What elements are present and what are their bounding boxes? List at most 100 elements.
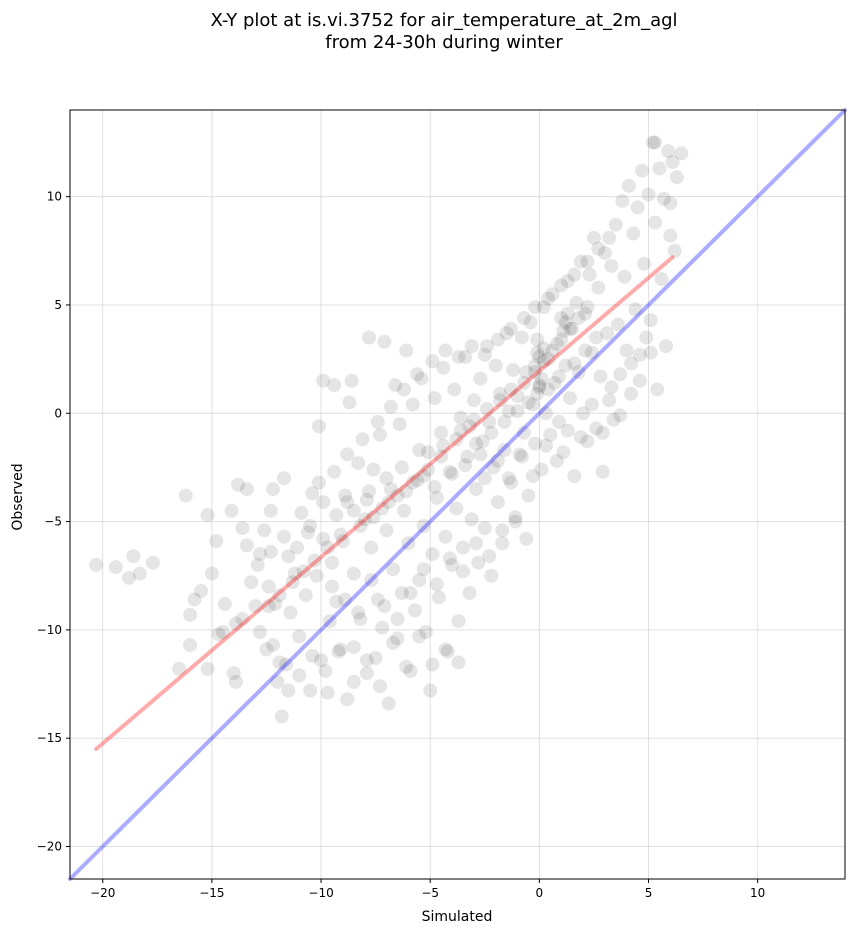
data-point — [231, 477, 246, 492]
data-point — [510, 388, 525, 403]
data-point — [608, 217, 623, 232]
data-point — [469, 436, 484, 451]
data-point — [464, 339, 479, 354]
data-point — [641, 187, 656, 202]
y-tick-label: 5 — [54, 298, 62, 312]
data-point — [239, 482, 254, 497]
data-point — [615, 193, 630, 208]
data-point — [634, 163, 649, 178]
data-point — [503, 475, 518, 490]
data-point — [643, 313, 658, 328]
data-point — [488, 358, 503, 373]
data-point — [263, 503, 278, 518]
data-point — [351, 456, 366, 471]
data-point — [279, 657, 294, 672]
data-point — [482, 414, 497, 429]
data-point — [484, 425, 499, 440]
data-point — [145, 555, 160, 570]
data-point — [469, 482, 484, 497]
data-point — [305, 486, 320, 501]
data-point — [578, 306, 593, 321]
data-point — [534, 371, 549, 386]
data-point — [307, 553, 322, 568]
data-point — [549, 336, 564, 351]
data-point — [565, 321, 580, 336]
data-point — [650, 382, 665, 397]
data-point — [172, 661, 187, 676]
data-point — [394, 586, 409, 601]
data-point — [576, 406, 591, 421]
data-point — [381, 696, 396, 711]
data-point — [346, 674, 361, 689]
data-point — [619, 343, 634, 358]
data-point — [215, 625, 230, 640]
data-point — [445, 466, 460, 481]
data-point — [591, 241, 606, 256]
data-point — [338, 488, 353, 503]
data-point — [259, 642, 274, 657]
data-point — [501, 471, 516, 486]
data-point — [327, 378, 342, 393]
data-point — [355, 432, 370, 447]
data-point — [224, 503, 239, 518]
data-point — [503, 321, 518, 336]
data-point — [331, 644, 346, 659]
data-point — [532, 349, 547, 364]
data-point — [285, 575, 300, 590]
data-point — [503, 382, 518, 397]
data-point — [294, 505, 309, 520]
data-point — [466, 412, 481, 427]
y-tick-label: −5 — [44, 515, 62, 529]
data-point — [528, 365, 542, 380]
data-point — [429, 577, 444, 592]
data-point — [311, 419, 326, 434]
data-point — [663, 196, 678, 211]
data-point — [552, 414, 567, 429]
data-point — [377, 599, 392, 614]
data-point — [602, 230, 617, 245]
data-point — [604, 380, 619, 395]
data-point — [449, 501, 464, 516]
data-point — [624, 386, 639, 401]
data-point — [626, 226, 641, 241]
data-point — [346, 503, 361, 518]
y-tick-label: −15 — [37, 731, 62, 745]
data-point — [560, 274, 575, 289]
data-point — [399, 659, 414, 674]
data-point — [416, 469, 431, 484]
data-point — [412, 443, 427, 458]
data-point — [554, 278, 569, 293]
data-point — [405, 397, 420, 412]
chart-title-line2: from 24-30h during winter — [325, 32, 563, 53]
data-point — [466, 393, 481, 408]
data-point — [183, 638, 198, 653]
data-point — [392, 417, 407, 432]
data-point — [377, 334, 392, 349]
data-point — [447, 382, 462, 397]
y-axis-ticks: −20 −15 −10 −5 0 5 10 — [37, 190, 70, 854]
data-point — [582, 267, 597, 282]
data-point — [521, 395, 536, 410]
data-point — [477, 471, 492, 486]
data-point — [342, 395, 357, 410]
data-point — [495, 536, 510, 551]
data-point — [425, 354, 440, 369]
data-point — [510, 404, 525, 419]
data-point — [658, 339, 673, 354]
data-point — [528, 436, 542, 451]
data-point — [296, 564, 311, 579]
data-point — [558, 358, 573, 373]
fit-line — [94, 255, 675, 752]
data-point — [667, 243, 682, 258]
data-point — [390, 488, 405, 503]
data-point — [571, 310, 586, 325]
data-point — [292, 629, 307, 644]
data-point — [530, 386, 545, 401]
data-point — [613, 367, 628, 382]
data-point — [397, 382, 412, 397]
data-point — [508, 510, 523, 525]
data-point — [493, 393, 508, 408]
data-point — [268, 596, 283, 611]
data-point — [541, 382, 556, 397]
data-point — [276, 471, 291, 486]
